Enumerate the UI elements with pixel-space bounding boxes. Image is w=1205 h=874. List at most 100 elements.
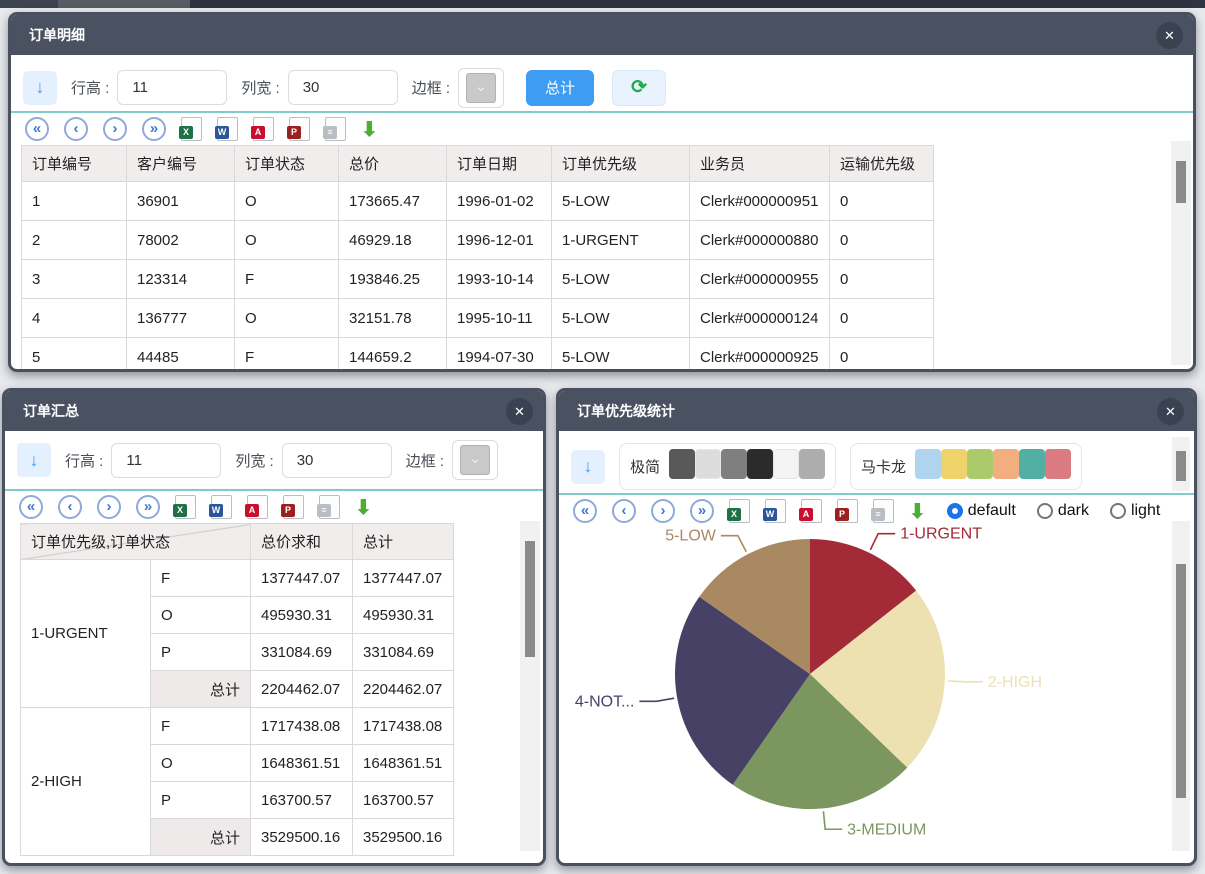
print-icon[interactable]: P [281, 495, 304, 519]
pivot-row[interactable]: O 495930.31 495930.31 [21, 596, 454, 634]
clipboard-icon[interactable]: ≡ [323, 117, 346, 141]
pie-slice-1-URGENT[interactable] [810, 539, 917, 674]
clipboard-icon[interactable]: ≡ [317, 495, 340, 519]
radio-light-dot[interactable] [1109, 503, 1126, 519]
swatch-极简-2[interactable] [721, 449, 748, 479]
order-priority-titlebar[interactable]: 订单优先级统计 ✕ [559, 391, 1194, 431]
download-icon[interactable]: ⬇ [909, 500, 926, 523]
column-header[interactable]: 订单编号 [21, 145, 127, 182]
radio-light[interactable]: light [1109, 502, 1160, 520]
export-word-icon[interactable]: W [209, 495, 232, 519]
scrollbar-thumb[interactable] [525, 541, 535, 657]
pivot-row[interactable]: 2-HIGH F 1717438.08 1717438.08 [20, 707, 454, 856]
last-page-icon[interactable]: » [690, 499, 714, 523]
first-page-icon[interactable]: « [25, 117, 49, 141]
row-height-input[interactable] [117, 70, 228, 105]
collapse-toolbar-button[interactable]: ↓ [23, 70, 57, 105]
export-pdf-icon[interactable]: A [245, 495, 268, 519]
swatch-马卡龙-5[interactable] [1045, 449, 1072, 479]
export-pdf-icon[interactable]: A [799, 499, 822, 523]
border-select[interactable]: ⌄ [452, 440, 499, 480]
swatch-极简-3[interactable] [747, 449, 774, 479]
pie-slice-3-MEDIUM[interactable] [732, 674, 908, 809]
swatch-极简-5[interactable] [799, 449, 826, 479]
export-excel-icon[interactable]: X [179, 117, 202, 141]
export-word-icon[interactable]: W [215, 117, 238, 141]
table-row[interactable]: 2 78002 O 46929.18 1996-12-01 1-URGENT Clerk#0… [21, 220, 934, 260]
swatch-极简-1[interactable] [695, 449, 722, 479]
radio-dark-dot[interactable] [1036, 503, 1053, 519]
clipboard-icon[interactable]: ≡ [871, 499, 894, 523]
export-excel-icon[interactable]: X [173, 495, 196, 519]
swatch-马卡龙-4[interactable] [1019, 449, 1046, 479]
detail-vertical-scrollbar[interactable] [1171, 141, 1191, 365]
prev-page-icon[interactable]: ‹ [612, 499, 636, 523]
collapse-toolbar-button[interactable]: ↓ [571, 449, 605, 484]
order-detail-titlebar[interactable]: 订单明细 ✕ [11, 15, 1193, 55]
column-header[interactable]: 运输优先级 [829, 145, 934, 182]
next-page-icon[interactable]: › [103, 117, 127, 141]
close-icon[interactable]: ✕ [1156, 22, 1183, 49]
radio-default-dot[interactable] [946, 503, 963, 519]
prev-page-icon[interactable]: ‹ [58, 495, 82, 519]
print-icon[interactable]: P [287, 117, 310, 141]
table-row[interactable]: 5 44485 F 144659.2 1994-07-30 5-LOW Clerk#0000… [21, 337, 934, 369]
pie-slice-5-LOW[interactable] [699, 539, 810, 674]
first-page-icon[interactable]: « [19, 495, 43, 519]
swatch-马卡龙-3[interactable] [993, 449, 1020, 479]
col-width-input[interactable] [287, 70, 398, 105]
radio-dark[interactable]: dark [1036, 502, 1089, 520]
print-icon[interactable]: P [835, 499, 858, 523]
column-header[interactable]: 订单日期 [446, 145, 552, 182]
column-header[interactable]: 总价求和 [250, 523, 353, 560]
border-select[interactable]: ⌄ [458, 67, 505, 108]
scrollbar-thumb[interactable] [1176, 451, 1186, 481]
prev-page-icon[interactable]: ‹ [64, 117, 88, 141]
pie-slice-2-HIGH[interactable] [810, 590, 945, 768]
download-icon[interactable]: ⬇ [355, 496, 372, 519]
summary-vertical-scrollbar[interactable] [520, 521, 540, 851]
pivot-row[interactable]: 1-URGENT F 1377447.07 1377447.07 [20, 559, 454, 708]
pie-slice-4-NOT...[interactable] [675, 596, 810, 785]
first-page-icon[interactable]: « [573, 499, 597, 523]
column-header[interactable]: 总价 [338, 145, 447, 182]
pivot-row[interactable]: P 331084.69 331084.69 [21, 633, 454, 671]
export-excel-icon[interactable]: X [727, 499, 750, 523]
export-word-icon[interactable]: W [763, 499, 786, 523]
table-row[interactable]: 3 123314 F 193846.25 1993-10-14 5-LOW Clerk#00… [21, 259, 934, 299]
scrollbar-thumb[interactable] [1176, 564, 1186, 798]
export-pdf-icon[interactable]: A [251, 117, 274, 141]
order-summary-titlebar[interactable]: 订单汇总 ✕ [5, 391, 543, 431]
col-width-input[interactable] [281, 442, 392, 478]
total-button[interactable]: 总计 [526, 69, 595, 106]
swatch-马卡龙-0[interactable] [915, 449, 942, 479]
last-page-icon[interactable]: » [136, 495, 160, 519]
collapse-toolbar-button[interactable]: ↓ [17, 443, 51, 477]
table-row[interactable]: 4 136777 O 32151.78 1995-10-11 5-LOW Clerk#000… [21, 298, 934, 338]
stats-toolbar-scrollbar[interactable] [1172, 437, 1190, 491]
swatch-极简-0[interactable] [669, 449, 696, 479]
radio-default[interactable]: default [946, 502, 1016, 520]
swatch-马卡龙-1[interactable] [941, 449, 968, 479]
column-header[interactable]: 总计 [352, 523, 454, 560]
swatch-马卡龙-2[interactable] [967, 449, 994, 479]
swatch-极简-4[interactable] [773, 449, 800, 479]
next-page-icon[interactable]: › [651, 499, 675, 523]
last-page-icon[interactable]: » [142, 117, 166, 141]
download-icon[interactable]: ⬇ [361, 118, 378, 141]
close-icon[interactable]: ✕ [1157, 398, 1184, 425]
pivot-row[interactable]: O 1648361.51 1648361.51 [21, 744, 454, 782]
next-page-icon[interactable]: › [97, 495, 121, 519]
refresh-button[interactable]: ⟳ [612, 69, 667, 106]
table-row[interactable]: 1 36901 O 173665.47 1996-01-02 5-LOW Clerk#000… [21, 181, 934, 221]
pivot-cell: 1717438.08 [250, 707, 353, 745]
scrollbar-thumb[interactable] [1176, 161, 1186, 203]
close-icon[interactable]: ✕ [506, 398, 533, 425]
column-header[interactable]: 订单状态 [234, 145, 339, 182]
stats-chart-scrollbar[interactable] [1172, 521, 1190, 851]
row-height-input[interactable] [111, 442, 222, 478]
column-header[interactable]: 客户编号 [126, 145, 235, 182]
pivot-row[interactable]: P 163700.57 163700.57 [21, 781, 454, 819]
column-header[interactable]: 业务员 [689, 145, 830, 182]
column-header[interactable]: 订单优先级 [551, 145, 690, 182]
